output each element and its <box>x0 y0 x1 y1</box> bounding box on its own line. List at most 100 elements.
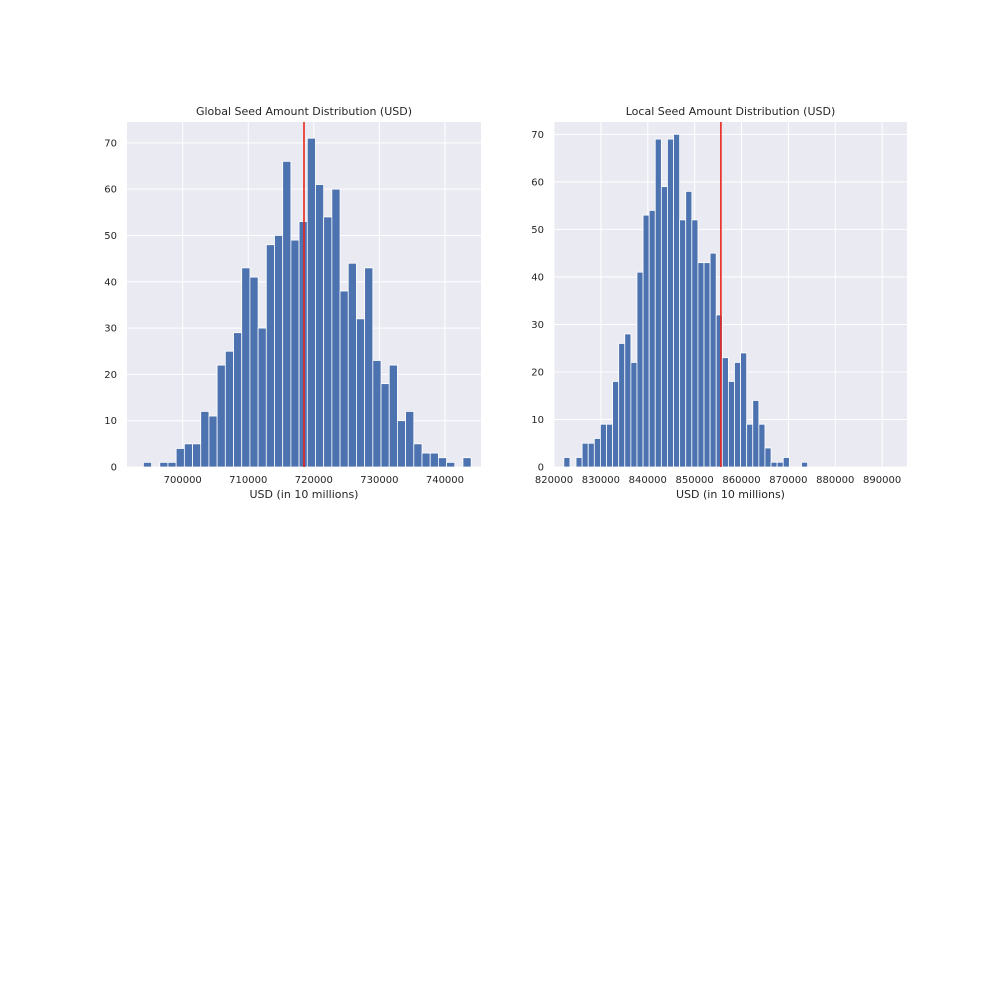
histogram-bar <box>697 262 705 468</box>
y-tick-labels: 0 10 20 30 40 50 60 70 <box>104 138 117 473</box>
x-tick-labels: 820000 830000 840000 850000 860000 870000 8800… <box>535 475 901 486</box>
histogram-bar <box>421 452 431 468</box>
x-tick-label: 850000 <box>676 475 714 486</box>
histogram-bar <box>364 267 374 468</box>
histogram-bar <box>265 244 275 468</box>
histogram-bar <box>630 362 638 468</box>
histogram-bar <box>740 352 748 468</box>
histogram-bars <box>142 137 472 468</box>
global-seed-histogram-panel: 700000 710000 720000 730000 740000 0 10 20 30 40… <box>104 105 481 501</box>
x-tick-label: 740000 <box>426 475 464 486</box>
histogram-bar <box>216 364 226 468</box>
y-tick-label: 60 <box>531 177 544 188</box>
histogram-bar <box>200 411 210 468</box>
x-axis-label: USD (in 10 millions) <box>250 488 359 501</box>
histogram-bar <box>648 209 656 468</box>
y-tick-label: 30 <box>104 324 117 335</box>
x-tick-label: 890000 <box>863 475 901 486</box>
histogram-bar <box>587 442 595 468</box>
histogram-bar <box>462 457 472 468</box>
histogram-bar <box>801 461 809 468</box>
x-tick-label: 820000 <box>535 475 573 486</box>
histogram-bar <box>437 457 447 468</box>
histogram-bar <box>380 383 390 468</box>
y-tick-labels: 0 10 20 30 40 50 60 70 <box>531 130 544 474</box>
chart-title: Local Seed Amount Distribution (USD) <box>626 105 835 118</box>
histogram-bars <box>563 133 809 468</box>
histogram-bar <box>636 271 644 468</box>
histogram-bar <box>208 415 218 468</box>
y-tick-label: 70 <box>531 130 544 141</box>
y-tick-label: 0 <box>111 463 117 474</box>
histogram-bar <box>563 457 571 468</box>
histogram-bar <box>709 252 717 468</box>
histogram-bar <box>770 461 778 468</box>
y-tick-label: 40 <box>531 272 544 283</box>
histogram-bar <box>306 137 316 468</box>
x-tick-label: 870000 <box>769 475 807 486</box>
histogram-bar <box>624 333 632 468</box>
y-tick-label: 10 <box>531 415 544 426</box>
histogram-bar <box>600 423 607 468</box>
histogram-bar <box>372 360 382 468</box>
y-tick-label: 20 <box>104 370 117 381</box>
histogram-bar <box>159 461 169 468</box>
histogram-bar <box>758 423 766 468</box>
histogram-bar <box>388 364 398 468</box>
histogram-bar <box>782 457 790 468</box>
histogram-bar <box>703 262 711 468</box>
histogram-bar <box>167 461 177 468</box>
y-tick-label: 30 <box>531 320 544 331</box>
histogram-bar <box>654 138 662 468</box>
x-tick-label: 710000 <box>229 475 267 486</box>
x-tick-label: 880000 <box>816 475 854 486</box>
histogram-bar <box>339 290 349 468</box>
histogram-bar <box>347 262 357 468</box>
histogram-bar <box>298 221 308 468</box>
histogram-bar <box>142 461 152 468</box>
y-tick-label: 70 <box>104 138 117 149</box>
histogram-bar <box>241 267 251 468</box>
histogram-bar <box>642 214 650 468</box>
histogram-bar <box>593 438 601 468</box>
y-tick-label: 60 <box>104 185 117 196</box>
y-tick-label: 50 <box>104 231 117 242</box>
histogram-bar <box>413 443 423 468</box>
histogram-bar <box>405 411 415 468</box>
histogram-bar <box>673 133 681 468</box>
histogram-bar <box>685 190 693 468</box>
x-tick-label: 700000 <box>164 475 202 486</box>
histogram-bar <box>721 357 729 468</box>
histogram-bar <box>679 219 687 468</box>
histogram-bar <box>575 457 583 468</box>
y-tick-label: 50 <box>531 225 544 236</box>
x-tick-label: 840000 <box>629 475 667 486</box>
histogram-bar <box>397 420 407 468</box>
histogram-bar <box>581 442 589 468</box>
x-tick-label: 720000 <box>295 475 333 486</box>
histogram-bar <box>764 447 772 468</box>
x-tick-label: 830000 <box>582 475 620 486</box>
histogram-bar <box>606 423 613 468</box>
y-tick-label: 10 <box>104 416 117 427</box>
histogram-bar <box>282 160 292 468</box>
histogram-bar <box>618 343 626 468</box>
x-axis-label: USD (in 10 millions) <box>676 488 785 501</box>
y-tick-label: 0 <box>538 463 544 474</box>
x-tick-label: 730000 <box>360 475 398 486</box>
y-tick-label: 20 <box>531 367 544 378</box>
histogram-bar <box>691 219 699 468</box>
histogram-bar <box>429 452 439 468</box>
histogram-bar <box>612 381 620 468</box>
histogram-bar <box>183 443 193 468</box>
histogram-bar <box>776 461 784 468</box>
histogram-bar <box>233 332 243 468</box>
histogram-bar <box>446 461 456 468</box>
histogram-bar <box>667 138 674 468</box>
histogram-bar <box>315 184 325 468</box>
histogram-bar <box>727 381 735 468</box>
histogram-bar <box>323 216 333 468</box>
x-tick-labels: 700000 710000 720000 730000 740000 <box>164 475 464 486</box>
histogram-bar <box>290 239 300 468</box>
histogram-bar <box>660 186 668 468</box>
